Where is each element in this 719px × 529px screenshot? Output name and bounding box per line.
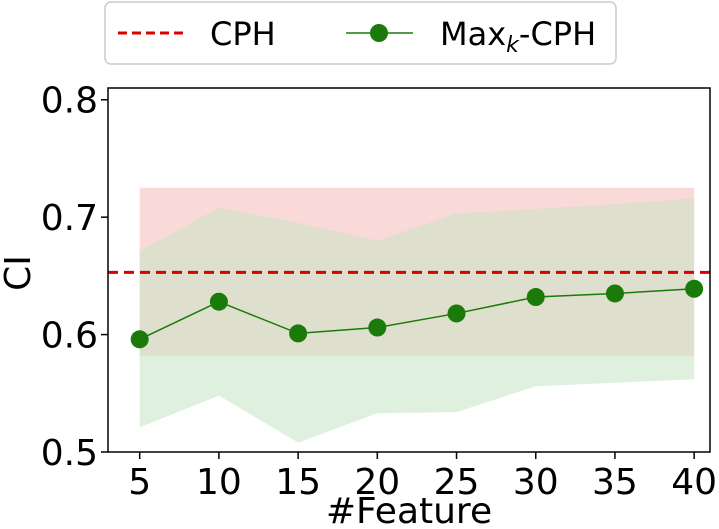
- x-tick-label: 40: [671, 462, 717, 503]
- y-tick-label: 0.7: [41, 198, 98, 239]
- x-tick-label: 35: [592, 462, 638, 503]
- data-point-marker: [447, 304, 466, 323]
- data-point-marker: [685, 279, 704, 298]
- legend: CPH Maxk-CPH: [104, 1, 617, 65]
- plot-area: [108, 187, 710, 443]
- y-tick-label: 0.6: [41, 316, 98, 357]
- data-point-marker: [526, 288, 545, 307]
- x-tick-label: 5: [128, 462, 151, 503]
- data-point-marker: [605, 284, 624, 303]
- data-point-marker: [368, 318, 387, 337]
- max-k-cph-line: [139, 288, 695, 340]
- y-axis-label: CI: [0, 255, 39, 291]
- data-point-marker: [130, 330, 149, 349]
- max-k-cph-markers: [130, 279, 704, 349]
- x-tick-label: 20: [354, 462, 400, 503]
- x-axis-ticks: 5 10 15 20 25 30 35 40: [128, 452, 717, 503]
- data-point-marker: [289, 324, 308, 343]
- x-tick-label: 15: [275, 462, 321, 503]
- x-tick-label: 25: [434, 462, 480, 503]
- x-axis-label: #Feature: [326, 491, 492, 529]
- data-point-marker: [209, 292, 228, 311]
- legend-cph-label: CPH: [210, 15, 276, 53]
- x-tick-label: 10: [196, 462, 242, 503]
- y-axis-ticks: 0.5 0.6 0.7 0.8: [41, 81, 108, 474]
- x-tick-label: 30: [513, 462, 559, 503]
- y-tick-label: 0.8: [41, 81, 98, 122]
- legend-max-swatch-marker: [370, 24, 388, 42]
- legend-max-label: Maxk-CPH: [440, 15, 596, 58]
- y-tick-label: 0.5: [41, 433, 98, 474]
- axes-frame: [107, 87, 711, 453]
